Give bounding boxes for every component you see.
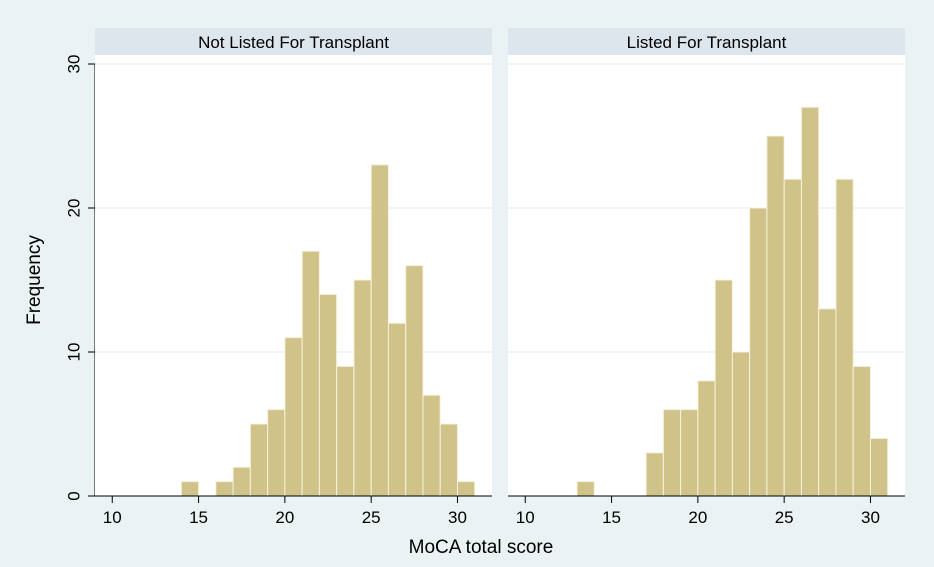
histogram-bar: [766, 135, 785, 497]
histogram-bar: [800, 106, 820, 497]
y-axis-label: Frequency: [24, 235, 45, 325]
panel-title: Listed For Transplant: [627, 33, 787, 52]
histogram-bar: [869, 437, 889, 497]
histogram-bar: [284, 337, 303, 497]
histogram-bar: [405, 265, 424, 497]
histogram-bar: [318, 293, 338, 497]
x-axis-label: MoCA total score: [409, 537, 554, 558]
histogram-bar: [835, 178, 854, 497]
histogram-bar: [576, 481, 595, 497]
histogram-bar: [680, 409, 699, 497]
histogram-bar: [731, 351, 751, 497]
x-tick-label: 10: [516, 508, 535, 527]
histogram-bar: [783, 178, 802, 497]
x-tick-label: 15: [602, 508, 621, 527]
histogram-bar: [818, 308, 837, 497]
panel-title: Not Listed For Transplant: [198, 33, 389, 52]
histogram-bar: [697, 380, 716, 497]
histogram-bar: [353, 279, 372, 497]
x-tick-label: 15: [189, 508, 208, 527]
x-tick-label: 30: [861, 508, 880, 527]
histogram-bar: [267, 409, 286, 497]
histogram-bar: [301, 250, 320, 497]
histogram-bar: [215, 481, 234, 497]
histogram-bar: [714, 279, 733, 497]
histogram-bar: [852, 365, 871, 497]
panel-header: [95, 28, 492, 55]
x-tick-label: 10: [103, 508, 122, 527]
y-tick-label: 30: [64, 55, 83, 74]
x-tick-label: 20: [275, 508, 294, 527]
histogram-bar: [456, 481, 476, 497]
y-tick-label: 0: [64, 491, 83, 500]
histogram-bar: [422, 394, 441, 497]
histogram-bar: [439, 423, 458, 497]
histogram-bar: [749, 207, 768, 497]
y-tick-label: 20: [64, 199, 83, 218]
x-tick-label: 30: [448, 508, 467, 527]
histogram-bar: [387, 322, 407, 497]
x-tick-label: 20: [688, 508, 707, 527]
histogram-bar: [645, 452, 664, 497]
x-tick-label: 25: [775, 508, 794, 527]
histogram-bar: [336, 365, 355, 497]
x-tick-label: 25: [362, 508, 381, 527]
panel-header: [508, 28, 905, 55]
y-tick-label: 10: [64, 343, 83, 362]
histogram-bar: [180, 481, 200, 497]
histogram-bar: [249, 423, 269, 497]
histogram-bar: [232, 466, 251, 497]
histogram-bar: [662, 409, 682, 497]
histogram-bar: [370, 164, 389, 497]
